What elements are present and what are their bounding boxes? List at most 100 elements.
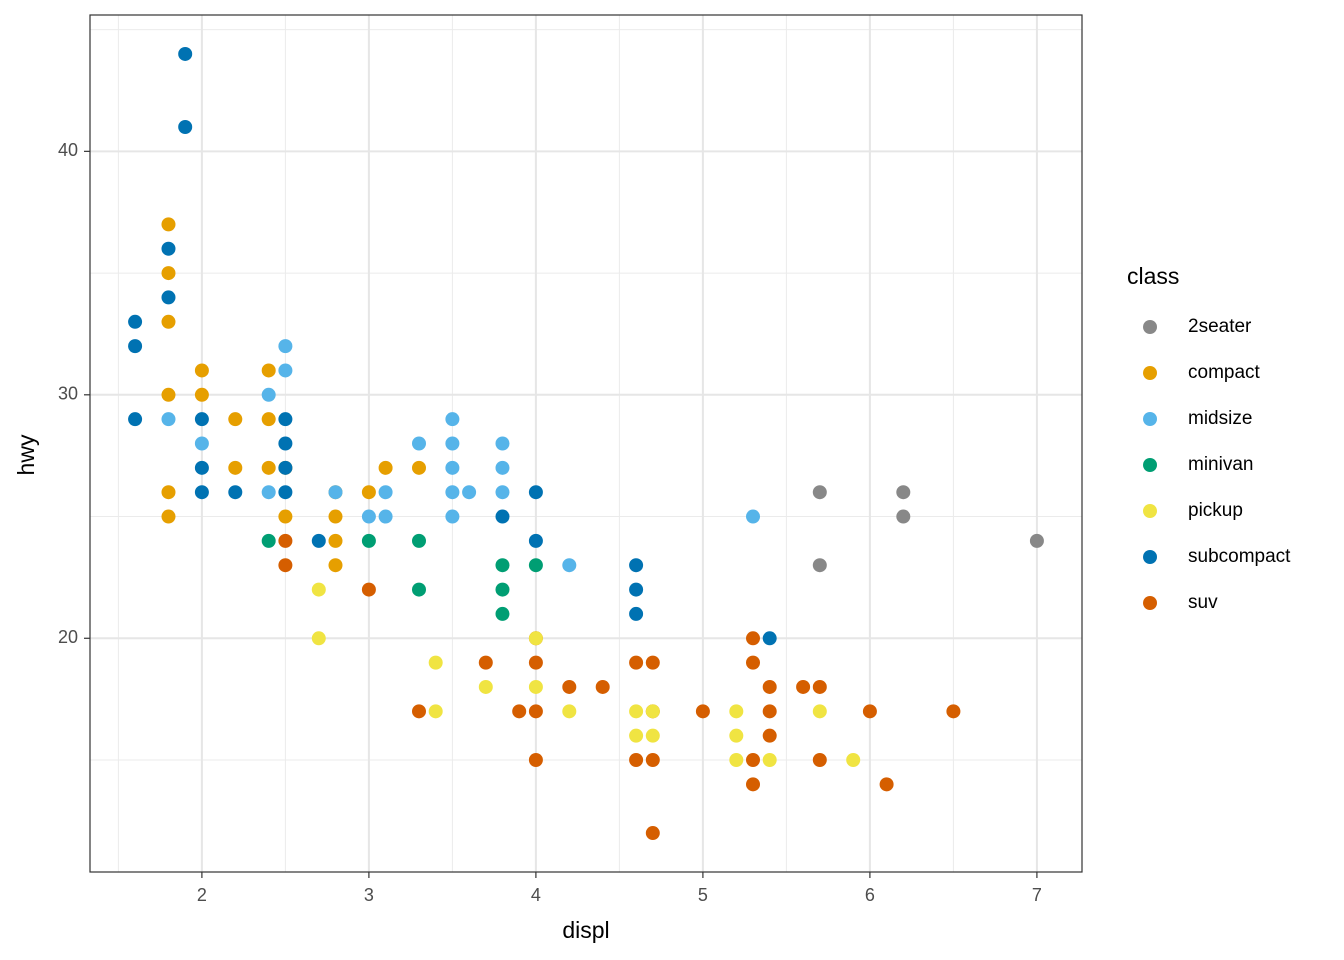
legend-label: midsize [1188, 408, 1252, 429]
y-axis-title: hwy [13, 434, 39, 475]
point [462, 485, 477, 500]
x-axis-title: displ [562, 917, 609, 943]
point [178, 119, 193, 134]
legend-label: compact [1188, 362, 1261, 383]
x-tick-label: 4 [531, 885, 541, 905]
point [228, 412, 243, 427]
legend-swatch [1143, 458, 1157, 472]
point [378, 485, 393, 500]
point [528, 558, 543, 573]
point [746, 509, 761, 524]
y-tick-label: 30 [58, 384, 78, 404]
point [695, 704, 710, 719]
point [428, 655, 443, 670]
point [161, 387, 176, 402]
x-tick-label: 3 [364, 885, 374, 905]
point [746, 777, 761, 792]
point [378, 460, 393, 475]
panel-border [89, 14, 1083, 873]
point [361, 533, 376, 548]
point [361, 582, 376, 597]
point [194, 363, 209, 378]
series-minivan [261, 533, 543, 621]
point [445, 509, 460, 524]
point [261, 412, 276, 427]
point [812, 558, 827, 573]
point [261, 460, 276, 475]
point [812, 704, 827, 719]
point [528, 631, 543, 646]
point [278, 509, 293, 524]
series-2seater [812, 485, 1044, 573]
point [428, 704, 443, 719]
point [261, 533, 276, 548]
point [328, 533, 343, 548]
point [261, 387, 276, 402]
point [762, 728, 777, 743]
point [194, 436, 209, 451]
point [411, 460, 426, 475]
point [478, 655, 493, 670]
legend-label: suv [1188, 592, 1218, 613]
point [495, 582, 510, 597]
point [729, 728, 744, 743]
point [1029, 533, 1044, 548]
point [645, 655, 660, 670]
point [629, 728, 644, 743]
legend-swatch [1143, 596, 1157, 610]
point [328, 509, 343, 524]
series-pickup [311, 582, 861, 768]
point [562, 558, 577, 573]
point [178, 46, 193, 61]
legend-swatch [1143, 412, 1157, 426]
point [846, 753, 861, 768]
point [328, 485, 343, 500]
point [278, 339, 293, 354]
point [862, 704, 877, 719]
legend-swatch [1143, 320, 1157, 334]
point [194, 387, 209, 402]
point [746, 631, 761, 646]
point [762, 679, 777, 694]
point [762, 704, 777, 719]
point [562, 704, 577, 719]
point [796, 679, 811, 694]
point [278, 485, 293, 500]
point [495, 558, 510, 573]
point [812, 485, 827, 500]
point [278, 558, 293, 573]
point [411, 436, 426, 451]
point [311, 533, 326, 548]
point [278, 533, 293, 548]
point [629, 582, 644, 597]
point [495, 436, 510, 451]
series-subcompact [128, 46, 777, 646]
point [762, 753, 777, 768]
point [896, 509, 911, 524]
point [161, 290, 176, 305]
series-suv [278, 533, 961, 841]
point [161, 217, 176, 232]
point [946, 704, 961, 719]
legend-title: class [1127, 263, 1179, 289]
point [629, 704, 644, 719]
point [528, 655, 543, 670]
y-tick-label: 40 [58, 140, 78, 160]
point [278, 460, 293, 475]
legend-label: minivan [1188, 454, 1253, 475]
point [311, 631, 326, 646]
legend-swatch [1143, 366, 1157, 380]
point [445, 412, 460, 427]
legend-label: 2seater [1188, 316, 1252, 337]
point [528, 485, 543, 500]
point [278, 412, 293, 427]
point [228, 485, 243, 500]
point [746, 655, 761, 670]
point [328, 558, 343, 573]
point [729, 704, 744, 719]
point [629, 655, 644, 670]
point [161, 412, 176, 427]
point [411, 704, 426, 719]
point [311, 582, 326, 597]
